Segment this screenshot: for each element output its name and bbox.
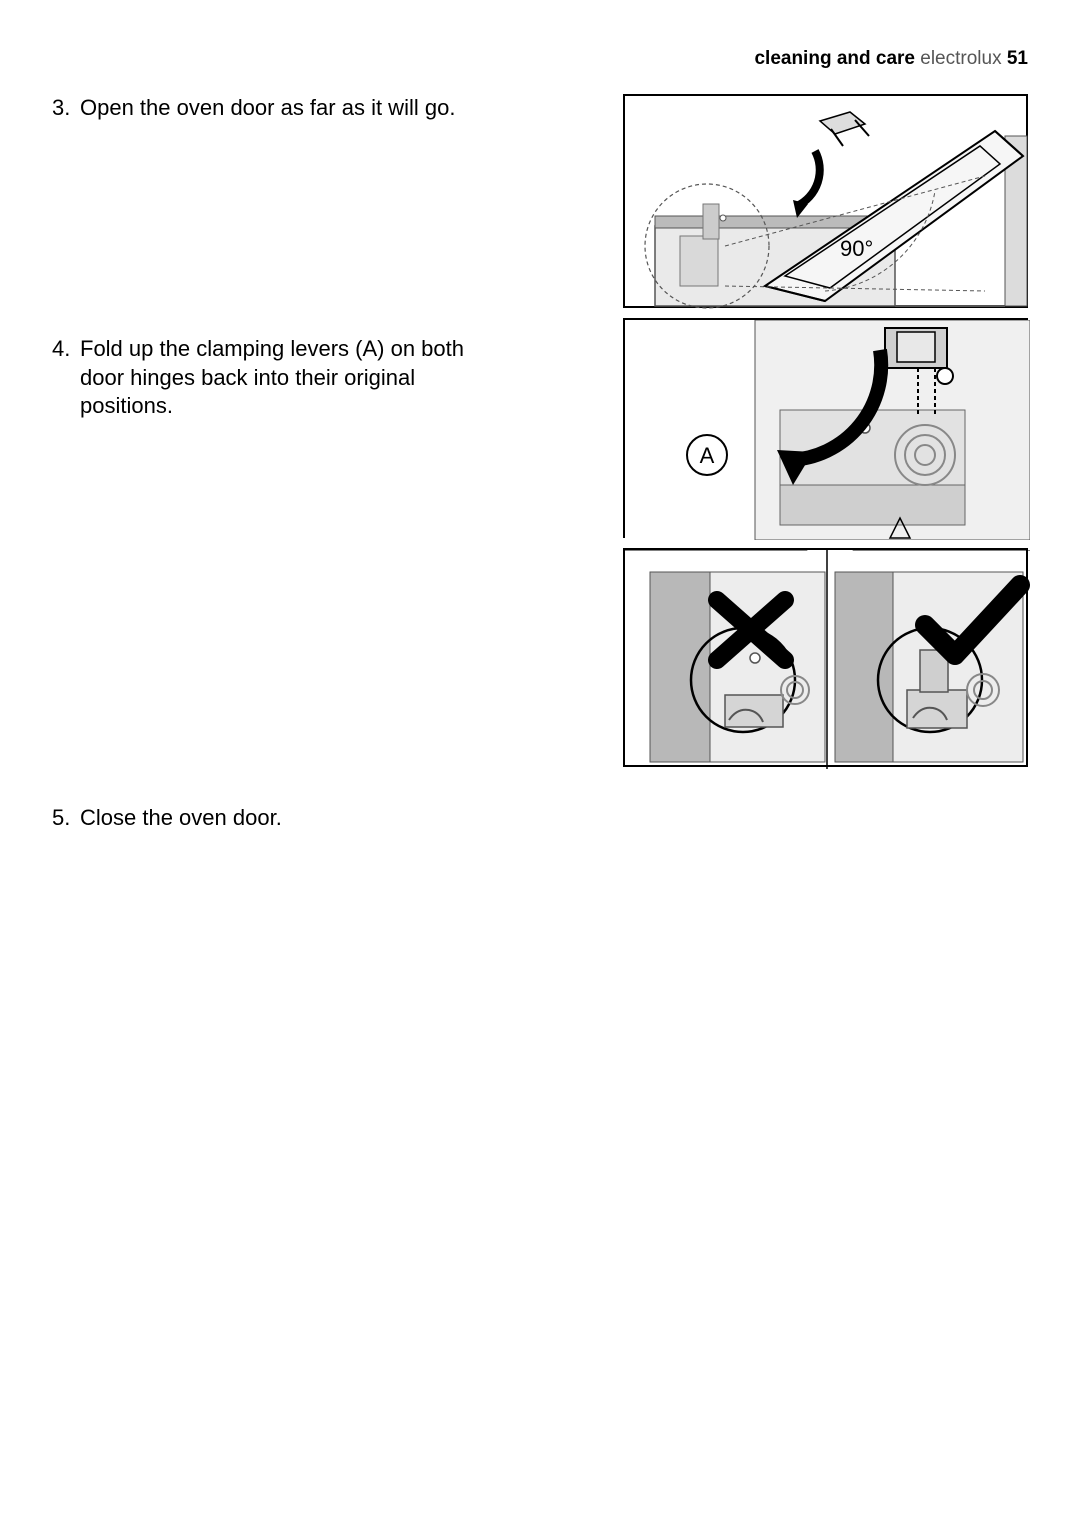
marker-a-label: A [700, 443, 715, 468]
step-4-text: Fold up the clamping levers (A) on both … [80, 336, 464, 418]
figure-clamping-lever: A [623, 318, 1028, 538]
angle-label: 90° [840, 236, 873, 261]
page-header: cleaning and care electrolux 51 [754, 48, 1028, 70]
header-brand: electrolux [915, 48, 1007, 69]
header-section: cleaning and care [754, 48, 915, 69]
header-page: 51 [1007, 48, 1028, 69]
step-4: 4. Fold up the clamping levers (A) on bo… [80, 335, 470, 421]
step-5-text: Close the oven door. [80, 805, 282, 830]
step-5: 5. Close the oven door. [80, 804, 470, 833]
figure-correct-incorrect [623, 548, 1028, 767]
step-3-text: Open the oven door as far as it will go. [80, 95, 455, 120]
figure-door-open: 90° [623, 94, 1028, 308]
step-5-num: 5. [52, 804, 70, 833]
step-3-num: 3. [52, 94, 70, 123]
step-4-num: 4. [52, 335, 70, 364]
step-3: 3. Open the oven door as far as it will … [80, 94, 470, 123]
